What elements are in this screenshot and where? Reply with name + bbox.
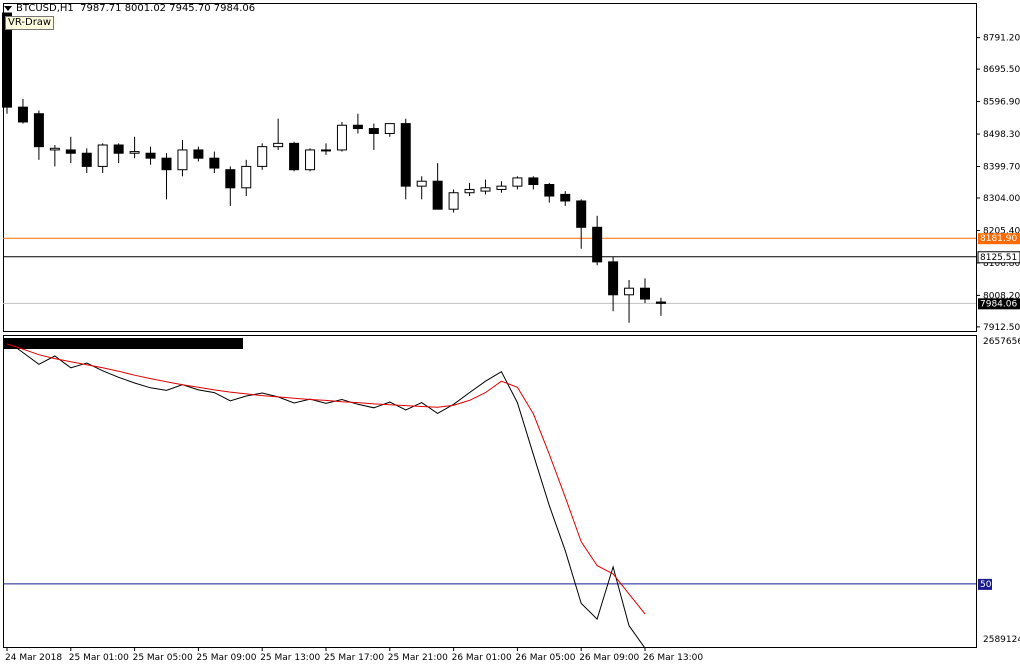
candle-body xyxy=(416,180,427,187)
candle-body xyxy=(592,226,603,263)
candle-body xyxy=(161,157,172,171)
candle-body xyxy=(225,169,236,189)
indicator-level-tag xyxy=(978,578,992,590)
candle-body xyxy=(321,149,331,152)
candle-body xyxy=(640,287,650,300)
vr-draw-button[interactable]: VR-Draw xyxy=(5,16,55,30)
candle-body xyxy=(384,123,395,134)
price-tick-label: 8596.90 xyxy=(983,98,1020,108)
candle-body xyxy=(113,144,124,154)
main-panel-frame xyxy=(3,3,977,332)
candle-body xyxy=(193,149,204,159)
candle-body xyxy=(560,193,571,202)
chevron-down-icon[interactable] xyxy=(4,5,12,11)
time-tick-label: 25 Mar 05:00 xyxy=(133,653,193,663)
chart-header: BTCUSD,H1 7987.71 8001.02 7945.70 7984.0… xyxy=(4,3,255,14)
candle-body xyxy=(209,157,220,169)
candle-body xyxy=(528,177,539,186)
candle-body xyxy=(305,149,316,171)
indicator-tick-label: 2657656 xyxy=(983,337,1020,347)
candle-body xyxy=(432,180,443,210)
time-tick-label: 24 Mar 2018 xyxy=(5,653,62,663)
candle-body xyxy=(480,187,491,192)
candle-body xyxy=(448,192,459,210)
price-tick-label: 8498.30 xyxy=(983,130,1020,140)
candle-body xyxy=(97,144,108,167)
candle-body xyxy=(2,12,12,108)
candle-body xyxy=(49,147,60,151)
indicator-series-line-0 xyxy=(6,340,646,649)
candle-body xyxy=(512,177,523,187)
candle-body xyxy=(273,142,284,148)
time-tick-label: 26 Mar 05:00 xyxy=(515,653,575,663)
candle-body xyxy=(464,188,475,194)
ohlc-values: 7987.71 8001.02 7945.70 7984.06 xyxy=(80,3,256,14)
candle-body xyxy=(33,113,44,148)
candle-body xyxy=(241,165,252,189)
time-tick-label: 26 Mar 09:00 xyxy=(579,653,639,663)
candle-body xyxy=(368,128,379,134)
candle-body xyxy=(544,184,555,197)
candle-body xyxy=(65,149,76,154)
candle-body xyxy=(129,151,140,154)
time-tick-label: 25 Mar 17:00 xyxy=(324,653,384,663)
time-tick-label: 25 Mar 21:00 xyxy=(388,653,448,663)
last-price-label: 7984.06 xyxy=(980,299,1017,309)
candle-body xyxy=(257,146,268,167)
candle-body xyxy=(17,106,28,123)
indicator-panel-frame xyxy=(3,335,977,648)
price-tick-label: 8008.20 xyxy=(983,291,1020,301)
candle-body xyxy=(352,124,363,130)
price-tick-label: 8791.20 xyxy=(983,34,1020,44)
time-tick-label: 25 Mar 13:00 xyxy=(260,653,320,663)
price-tick-label: 8106.80 xyxy=(983,259,1020,269)
candle-body xyxy=(655,301,666,304)
indicator-level-label: 50 xyxy=(980,580,992,590)
candle-body xyxy=(496,185,507,190)
indicator-title-bar xyxy=(4,338,243,349)
price-level-tag xyxy=(977,251,1020,264)
candle-body xyxy=(177,149,188,171)
candle-body xyxy=(624,287,635,296)
candle-body xyxy=(81,152,92,167)
time-tick-label: 26 Mar 01:00 xyxy=(452,653,512,663)
price-tick-label: 8205.40 xyxy=(983,226,1020,236)
price-level-label: 8125.51 xyxy=(980,253,1017,263)
time-tick-label: 25 Mar 01:00 xyxy=(69,653,129,663)
candle-body xyxy=(145,152,156,159)
indicator-series-line-1 xyxy=(6,343,646,615)
price-level-label: 8181.90 xyxy=(980,234,1017,244)
price-tick-label: 8304.00 xyxy=(983,194,1020,204)
symbol-label: BTCUSD,H1 xyxy=(16,3,74,14)
time-tick-label: 26 Mar 13:00 xyxy=(643,653,703,663)
candle-body xyxy=(289,142,300,171)
candle-body xyxy=(576,200,587,228)
candle-body xyxy=(400,123,411,187)
last-price-tag xyxy=(978,298,1020,310)
price-tick-label: 8695.50 xyxy=(983,65,1020,75)
candle-body xyxy=(608,261,619,296)
price-level-tag xyxy=(978,233,1020,245)
indicator-tick-label: 2589124 xyxy=(983,635,1020,645)
price-tick-label: 7912.50 xyxy=(983,323,1020,333)
candle-body xyxy=(336,124,347,151)
price-tick-label: 8399.70 xyxy=(983,163,1020,173)
time-tick-label: 25 Mar 09:00 xyxy=(196,653,256,663)
